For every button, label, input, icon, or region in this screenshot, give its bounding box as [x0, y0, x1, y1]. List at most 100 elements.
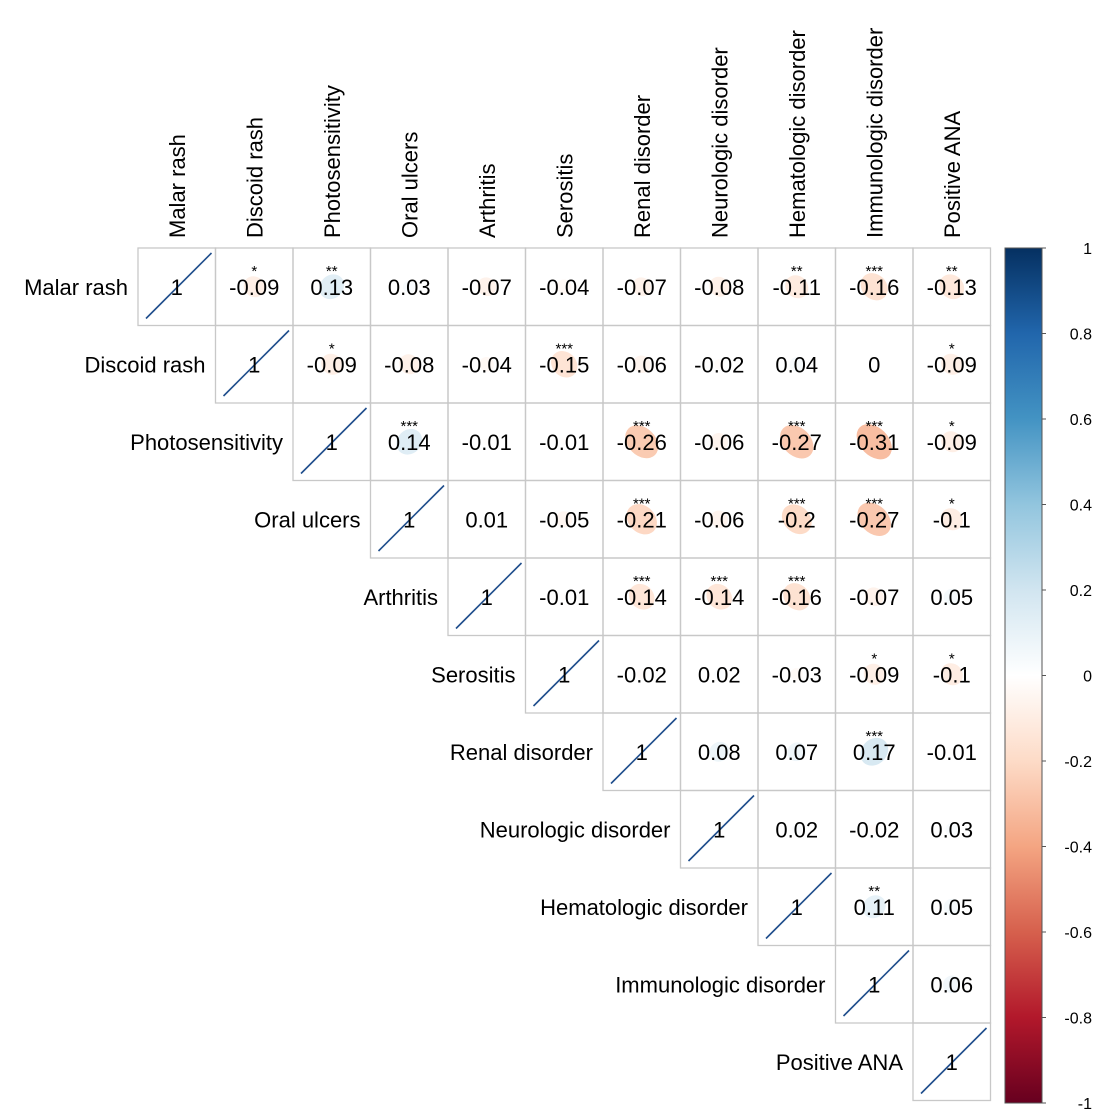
column-label-immunologic-disorder: Immunologic disorder	[862, 28, 887, 238]
correlation-ellipse-neurologic-disorder-immunologic-disorder	[869, 824, 880, 835]
correlation-ellipse-malar-rash-photosensitivity	[319, 274, 345, 300]
correlation-value-label: -0.07	[462, 275, 512, 300]
correlation-ellipse-arthritis-positive-ana	[943, 588, 960, 605]
correlation-value-label: -0.01	[927, 740, 977, 765]
significance-stars: ***	[633, 418, 651, 435]
significance-stars: ***	[865, 418, 883, 435]
significance-stars: **	[326, 263, 338, 280]
column-label-photosensitivity: Photosensitivity	[320, 85, 345, 238]
correlation-value-label: -0.03	[772, 662, 822, 687]
diagonal-label: 1	[636, 740, 648, 765]
correlation-ellipse-photosensitivity-arthritis	[483, 438, 491, 446]
correlation-ellipse-discoid-rash-photosensitivity	[321, 353, 343, 375]
diagonal-line	[920, 1027, 988, 1095]
correlation-ellipse-photosensitivity-neurologic-disorder	[710, 433, 728, 451]
correlation-value-label: -0.09	[849, 662, 899, 687]
correlation-value-label: 0.01	[465, 507, 508, 532]
correlation-value-label: 0.13	[310, 275, 353, 300]
correlation-ellipse-discoid-rash-positive-ana	[941, 353, 963, 375]
correlation-ellipse-oral-ulcers-serositis	[556, 511, 573, 528]
colorbar-tick-label: 0.4	[1070, 498, 1092, 515]
correlation-value-label: 0.05	[930, 895, 973, 920]
diagonal-line	[222, 329, 290, 397]
significance-stars: ***	[788, 418, 806, 435]
correlation-value-label: 0	[868, 352, 880, 377]
correlation-ellipse-arthritis-neurologic-disorder	[706, 583, 733, 610]
colorbar: 1 0.8 0.6 0.4 0.2 0 -0.2 -0.4 -0.6 -0.8 -1	[1004, 241, 1092, 1111]
colorbar-tick-label: 1	[1083, 241, 1092, 258]
correlation-value-label: -0.08	[694, 275, 744, 300]
diagonal-label: 1	[868, 972, 880, 997]
correlation-value-label: 0.03	[930, 817, 973, 842]
row-label-neurologic-disorder: Neurologic disorder	[480, 817, 671, 842]
correlation-value-label: -0.1	[933, 662, 971, 687]
diagonal-label: 1	[326, 430, 338, 455]
correlation-value-label: -0.09	[229, 275, 279, 300]
significance-stars: ***	[400, 418, 418, 435]
correlation-value-label: 0.02	[775, 817, 818, 842]
row-label-arthritis: Arthritis	[363, 585, 438, 610]
column-label-serositis: Serositis	[552, 154, 577, 238]
correlation-value-label: -0.16	[849, 275, 899, 300]
correlation-value-label: -0.02	[694, 352, 744, 377]
correlation-value-label: -0.02	[617, 662, 667, 687]
significance-stars: ***	[865, 495, 883, 512]
colorbar-tick-label: 0	[1083, 669, 1092, 686]
column-label-oral-ulcers: Oral ulcers	[397, 132, 422, 238]
diagonal-label: 1	[791, 895, 803, 920]
correlation-ellipse-oral-ulcers-neurologic-disorder	[710, 510, 728, 528]
diagonal-label: 1	[403, 507, 415, 532]
correlation-value-label: -0.31	[849, 430, 899, 455]
correlation-value-label: -0.09	[927, 430, 977, 455]
significance-stars: *	[329, 340, 335, 357]
correlation-ellipse-malar-rash-hematologic-disorder	[785, 275, 809, 299]
correlation-value-label: -0.05	[539, 507, 589, 532]
significance-stars: **	[946, 263, 958, 280]
correlation-value-label: -0.01	[462, 430, 512, 455]
correlation-ellipse-malar-rash-immunologic-disorder	[860, 273, 888, 301]
correlation-value-label: -0.21	[617, 507, 667, 532]
significance-stars: *	[871, 650, 877, 667]
correlation-value-label: -0.16	[772, 585, 822, 610]
row-label-oral-ulcers: Oral ulcers	[254, 507, 360, 532]
correlation-ellipse-renal-disorder-hematologic-disorder	[787, 742, 807, 762]
correlation-value-label: -0.11	[772, 275, 821, 300]
diagonal-line	[532, 639, 600, 707]
row-label-malar-rash: Malar rash	[24, 275, 128, 300]
significance-stars: ***	[633, 495, 651, 512]
significance-stars: *	[949, 495, 955, 512]
correlation-value-label: -0.06	[694, 430, 744, 455]
column-label-discoid-rash: Discoid rash	[242, 117, 267, 238]
significance-stars: **	[868, 883, 880, 900]
diagonal-line	[455, 562, 523, 630]
correlation-value-label: -0.06	[617, 352, 667, 377]
correlation-ellipse-oral-ulcers-hematologic-disorder	[781, 504, 812, 535]
correlation-ellipse-malar-rash-serositis	[557, 279, 572, 294]
correlation-ellipse-renal-disorder-neurologic-disorder	[709, 741, 730, 762]
row-label-immunologic-disorder: Immunologic disorder	[615, 972, 825, 997]
diagonal-line	[145, 252, 213, 320]
colorbar-tick-label: -0.6	[1064, 925, 1092, 942]
correlation-value-label: -0.1	[933, 507, 971, 532]
correlation-ellipse-neurologic-disorder-hematologic-disorder	[791, 824, 802, 835]
significance-stars: **	[791, 263, 803, 280]
diagonal-line	[687, 794, 755, 862]
colorbar-tick-label: 0.6	[1070, 412, 1092, 429]
correlation-value-label: -0.09	[307, 352, 357, 377]
correlation-value-label: -0.14	[617, 585, 667, 610]
correlation-value-label: -0.08	[384, 352, 434, 377]
significance-stars: *	[949, 340, 955, 357]
correlation-value-label: 0.02	[698, 662, 741, 687]
correlation-value-label: -0.07	[849, 585, 899, 610]
correlation-ellipse-arthritis-immunologic-disorder	[864, 587, 884, 607]
correlation-value-label: 0.17	[853, 740, 896, 765]
correlation-ellipse-malar-rash-positive-ana	[939, 274, 965, 300]
correlation-value-label: -0.01	[539, 585, 589, 610]
correlation-ellipse-serositis-positive-ana	[940, 663, 963, 686]
correlation-value-label: -0.27	[772, 430, 822, 455]
correlation-ellipse-discoid-rash-oral-ulcers	[399, 354, 420, 375]
diagonal-label: 1	[171, 275, 183, 300]
correlation-ellipse-arthritis-serositis	[560, 593, 568, 601]
correlation-ellipse-arthritis-renal-disorder	[628, 583, 655, 610]
